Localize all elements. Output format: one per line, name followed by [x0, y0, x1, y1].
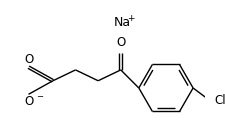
Text: +: + — [127, 14, 135, 23]
Text: Cl: Cl — [214, 94, 225, 107]
Text: Na: Na — [114, 16, 131, 29]
Text: O: O — [24, 95, 33, 108]
Text: O: O — [116, 36, 125, 49]
Text: O: O — [24, 53, 33, 66]
Text: −: − — [36, 92, 43, 102]
